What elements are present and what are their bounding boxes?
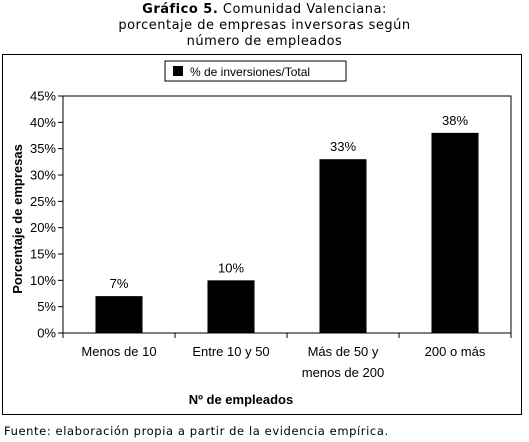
title-bold: Gráfico 5.: [142, 2, 219, 17]
bar: [431, 132, 479, 333]
y-tick-label: 30%: [30, 168, 56, 183]
chart-title: Gráfico 5. Comunidad Valenciana: porcent…: [0, 2, 529, 50]
x-tick-label: Entre 10 y 50: [192, 344, 269, 359]
y-tick-label: 40%: [30, 115, 56, 130]
x-tick-label: Más de 50 y: [308, 344, 379, 359]
y-tick-label: 15%: [30, 247, 56, 262]
legend: % de inversiones/Total: [164, 60, 347, 82]
legend-swatch: [173, 66, 183, 76]
data-label: 38%: [442, 113, 468, 128]
y-tick-label: 45%: [30, 89, 56, 104]
y-tick-label: 10%: [30, 273, 56, 288]
title-rest: Comunidad Valenciana:: [218, 2, 387, 17]
data-label: 33%: [330, 139, 356, 154]
plot-area: 0% 5% 10% 15% 20% 25% 30% 35% 40% 45% 7% Menos de 1…: [30, 89, 512, 380]
bar: [95, 296, 143, 333]
y-tick-label: 20%: [30, 220, 56, 235]
x-tick-label: menos de 200: [302, 365, 384, 380]
legend-box: [164, 60, 347, 82]
bar-chart: % de inversiones/Total Porcentaje de emp…: [10, 60, 512, 407]
y-tick-label: 25%: [30, 194, 56, 209]
x-tick-label: 200 o más: [425, 344, 486, 359]
x-axis-title: Nº de empleados: [189, 392, 293, 407]
x-tick-label: Menos de 10: [81, 344, 156, 359]
data-label: 7%: [110, 276, 129, 291]
y-tick-label: 0%: [37, 326, 56, 341]
data-label: 10%: [218, 260, 244, 275]
legend-label: % de inversiones/Total: [190, 65, 310, 79]
chart-frame: % de inversiones/Total Porcentaje de emp…: [2, 54, 522, 415]
y-tick-label: 5%: [37, 299, 56, 314]
source-note: Fuente: elaboración propia a partir de l…: [4, 424, 389, 438]
y-tick-label: 35%: [30, 141, 56, 156]
bar: [207, 280, 255, 333]
bar: [319, 159, 367, 333]
y-axis-title: Porcentaje de empresas: [10, 144, 25, 294]
title-line-2: porcentaje de empresas inversoras según: [118, 18, 411, 33]
title-line-3: número de empleados: [186, 34, 343, 49]
